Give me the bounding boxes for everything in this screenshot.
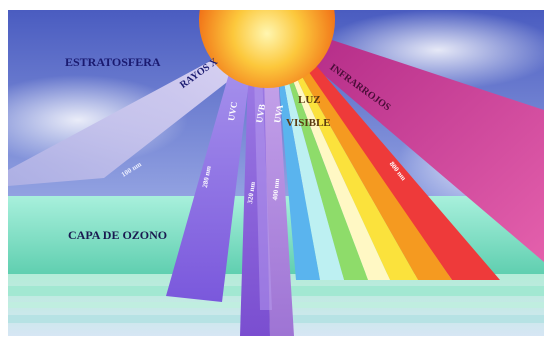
uvb-highlight: [254, 72, 272, 310]
orange-beam: [296, 62, 452, 280]
cyan-beam: [282, 72, 344, 280]
green-beam: [286, 70, 368, 280]
blue-beam: [278, 72, 320, 280]
yellow-beam: [292, 66, 418, 280]
light-beam: [289, 68, 390, 280]
red-beam: [300, 56, 500, 280]
visible-light-label-line1: LUZ: [298, 94, 321, 106]
ozone-layer-label: CAPA DE OZONO: [68, 228, 168, 242]
diagram-artwork: [8, 10, 544, 336]
xrays-beam: [8, 58, 240, 186]
sun: [199, 10, 335, 88]
stratosphere-label: ESTRATOSFERA: [65, 55, 161, 69]
infrared-beam: [304, 38, 544, 262]
visible-light-label-line2: VISIBLE: [286, 117, 331, 129]
stratosphere-diagram: ESTRATOSFERA RAYOS X UVC UVB UVA LUZ VIS…: [8, 10, 544, 336]
uvc-beam: [166, 70, 250, 302]
